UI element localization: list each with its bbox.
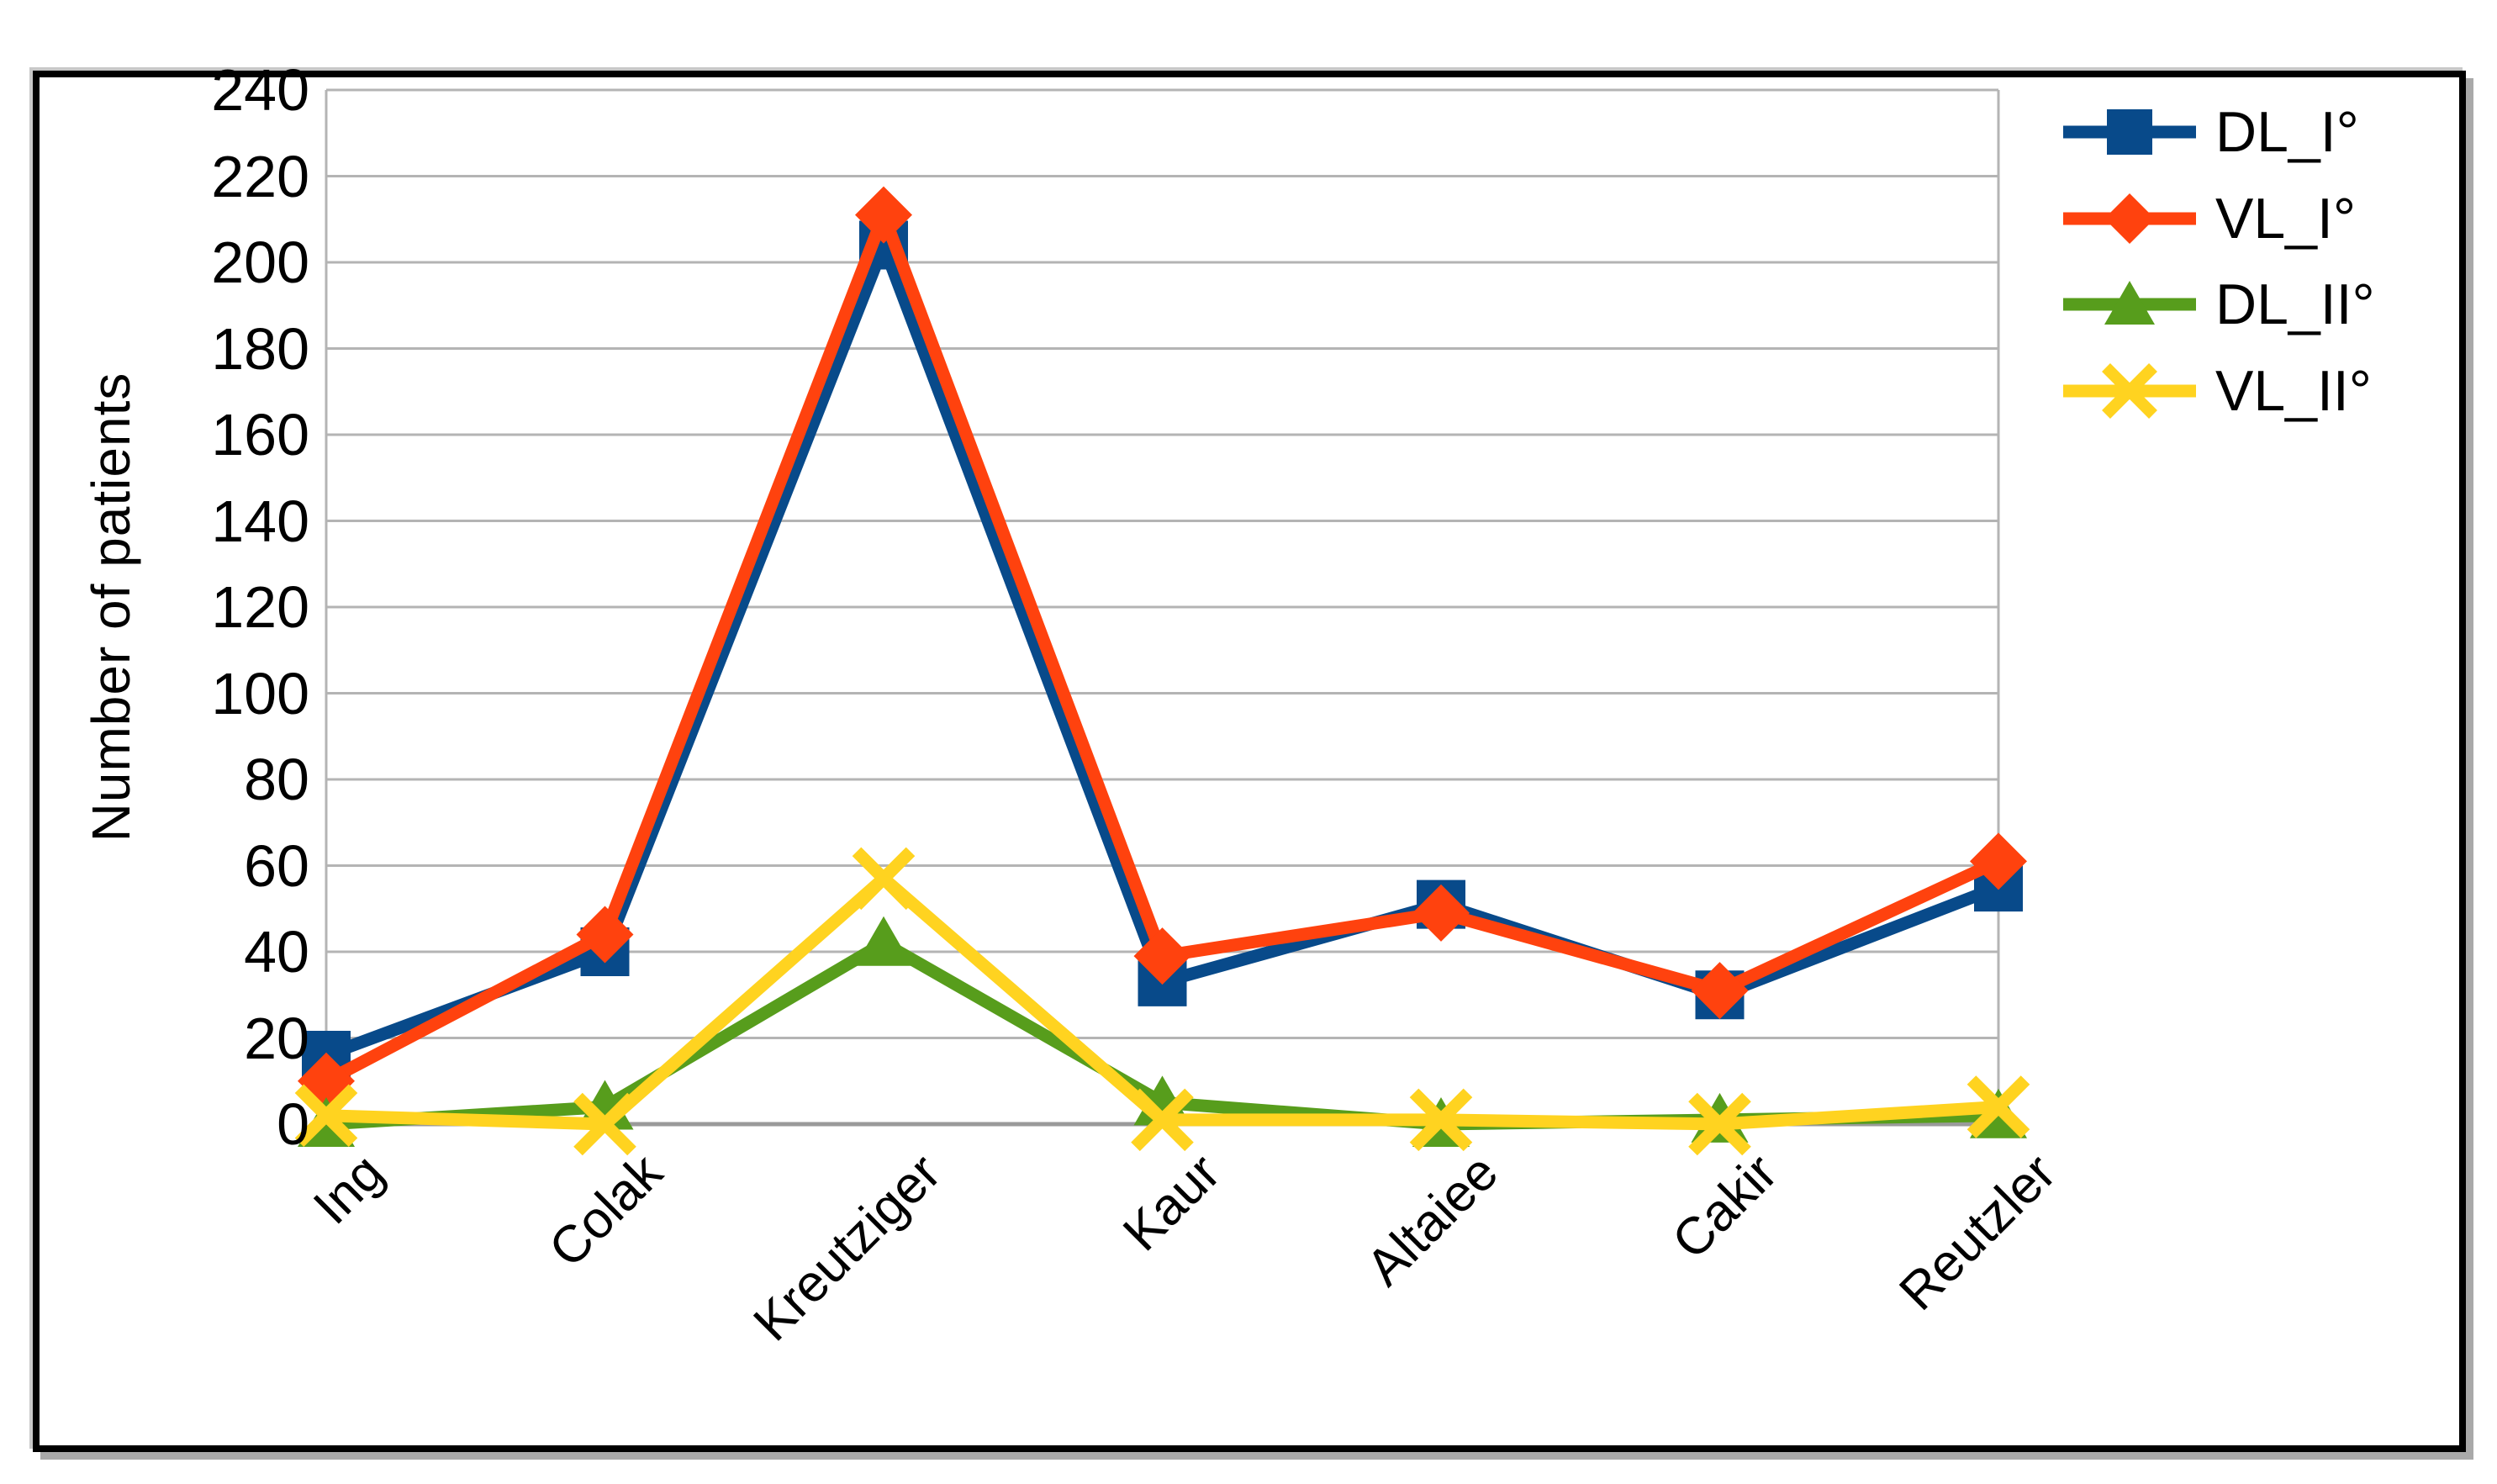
diamond-marker-icon	[1412, 884, 1470, 942]
legend-item: DL_II°	[2061, 272, 2375, 336]
legend-label: DL_II°	[2215, 272, 2375, 336]
y-tick-label: 80	[244, 747, 309, 812]
legend-key-icon	[2063, 193, 2196, 244]
triangle-marker-icon	[855, 916, 912, 966]
y-tick-label: 100	[211, 660, 309, 726]
x-cross-marker-icon	[2102, 362, 2157, 419]
diamond-marker-icon	[1133, 927, 1191, 985]
diamond-marker-icon	[855, 186, 912, 244]
diamond-marker-icon	[2104, 193, 2155, 244]
y-tick-label: 160	[211, 402, 309, 467]
y-tick-label: 40	[244, 919, 309, 985]
legend-label: VL_I°	[2215, 186, 2357, 251]
x-cross-marker-icon	[294, 1084, 358, 1148]
square-marker-icon	[2107, 109, 2152, 155]
y-tick-label: 20	[244, 1005, 309, 1071]
legend-key-icon	[2063, 109, 2196, 155]
legend-key-icon	[2063, 281, 2196, 325]
triangle-marker-icon	[2104, 281, 2155, 325]
y-tick-label: 120	[211, 574, 309, 640]
x-cross-marker-icon	[1966, 1075, 2030, 1138]
legend-item: DL_I°	[2061, 100, 2359, 164]
diamond-marker-icon	[1691, 962, 1749, 1020]
legend-item: VL_I°	[2061, 186, 2357, 251]
x-cross-marker-icon	[852, 847, 916, 911]
y-tick-label: 140	[211, 488, 309, 554]
y-tick-label: 220	[211, 143, 309, 209]
y-tick-label: 0	[277, 1091, 309, 1157]
x-cross-marker-icon	[1409, 1088, 1473, 1152]
legend-label: DL_I°	[2215, 100, 2359, 164]
x-cross-marker-icon	[573, 1092, 636, 1156]
y-tick-label: 240	[211, 57, 309, 123]
chart-border	[33, 71, 2466, 1452]
y-axis-title: Number of patients	[81, 372, 141, 842]
y-tick-label: 200	[211, 230, 309, 295]
diamond-marker-icon	[1970, 832, 2027, 890]
diamond-marker-icon	[576, 906, 634, 964]
legend-key-icon	[2063, 362, 2196, 419]
x-cross-marker-icon	[1688, 1092, 1751, 1156]
legend-item: VL_II°	[2061, 358, 2372, 423]
y-tick-label: 60	[244, 832, 309, 899]
y-tick-label: 180	[211, 315, 309, 382]
legend-label: VL_II°	[2215, 358, 2372, 423]
x-cross-marker-icon	[1131, 1088, 1194, 1152]
